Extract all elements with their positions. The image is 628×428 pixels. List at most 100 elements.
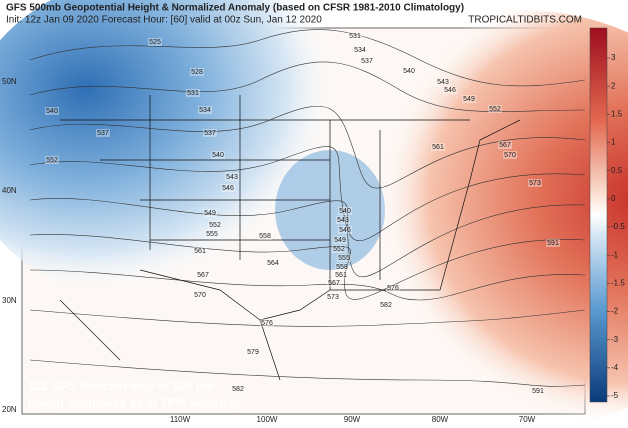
contour-label: 531 xyxy=(187,90,199,97)
contour-label-bg xyxy=(327,279,341,287)
contour-label-bg xyxy=(203,129,217,137)
contour-label: 552 xyxy=(489,106,501,113)
contour-label-bg xyxy=(503,151,517,159)
contour-label: 555 xyxy=(206,231,218,238)
contour-label-bg xyxy=(211,151,225,159)
longitude-label: 110W xyxy=(170,415,191,424)
contour-label: 543 xyxy=(437,79,449,86)
positive-anomaly xyxy=(280,10,628,428)
contour-label-bg xyxy=(334,271,348,279)
caption-line: 12Z GFS forecast map of 500 mb xyxy=(28,379,214,393)
contour-label-bg xyxy=(246,348,260,356)
contour-label-bg xyxy=(338,207,352,215)
contour-label: 534 xyxy=(199,107,211,114)
contour-label-bg xyxy=(231,385,245,393)
contour-label: 561 xyxy=(335,272,347,279)
contour-label-bg xyxy=(190,68,204,76)
contour-label: 579 xyxy=(247,349,259,356)
colorbar-tick-label: -5 xyxy=(611,391,619,400)
contour-label-bg xyxy=(260,319,274,327)
contour-label-bg xyxy=(148,38,162,46)
latitude-label: 20N xyxy=(2,405,17,414)
contour-label: 573 xyxy=(529,180,541,187)
colorbar-tick-label: 2 xyxy=(611,81,616,90)
contour-label: 564 xyxy=(267,260,279,267)
contour-label-bg xyxy=(528,179,542,187)
contour-label-bg xyxy=(333,236,347,244)
contour-label: 570 xyxy=(504,152,516,159)
contour-label: 552 xyxy=(209,222,221,229)
contour-label: 546 xyxy=(339,227,351,234)
colorbar-tick-label: 1 xyxy=(611,138,616,147)
contour-label-bg xyxy=(45,156,59,164)
contour-label: 549 xyxy=(204,210,216,217)
latitude-label: 30N xyxy=(2,296,17,305)
contour-label-bg xyxy=(488,105,502,113)
contour-label: 552 xyxy=(46,157,58,164)
contour-label: 576 xyxy=(261,320,273,327)
contour-label: 531 xyxy=(349,33,361,40)
contour-label-bg xyxy=(336,216,350,224)
title: GFS 500mb Geopotential Height & Normaliz… xyxy=(6,3,464,14)
colorbar-tick-label: -1 xyxy=(611,250,619,259)
contour-label-bg xyxy=(353,46,367,54)
contour-label: 540 xyxy=(339,208,351,215)
contour-label-bg xyxy=(45,107,59,115)
contour-label-bg xyxy=(196,271,210,279)
watermark: TROPICALTIDBITS.COM xyxy=(468,15,582,26)
caption-line: height anomalies as of 7PM Saturday xyxy=(28,396,240,410)
contour-label: 558 xyxy=(259,233,271,240)
contour-label: 576 xyxy=(387,285,399,292)
contour-label: 546 xyxy=(444,87,456,94)
contour-label: 549 xyxy=(334,237,346,244)
contour-label-bg xyxy=(443,86,457,94)
contour-label: 537 xyxy=(204,130,216,137)
contour-label-bg xyxy=(258,232,272,240)
latitude-label: 40N xyxy=(2,186,17,195)
contour-label: 573 xyxy=(327,294,339,301)
contour-label: 543 xyxy=(337,217,349,224)
colorbar-tick-label: 3 xyxy=(611,53,616,62)
colorbar-tick-label: 0 xyxy=(611,194,616,203)
contour-label-bg xyxy=(546,239,560,247)
contour-label-bg xyxy=(193,247,207,255)
boundaries xyxy=(59,95,521,381)
contour-label: 570 xyxy=(194,292,206,299)
contour-label: 567 xyxy=(328,280,340,287)
contour-label-bg xyxy=(348,32,362,40)
colorbar-tick-label: 0.5 xyxy=(611,166,623,175)
contour-label-bg xyxy=(198,106,212,114)
contour-label-bg xyxy=(186,89,200,97)
colorbar xyxy=(589,27,608,403)
contour-label: 555 xyxy=(338,255,350,262)
colorbar-tick-label: -1.5 xyxy=(611,278,625,287)
contour-label: 546 xyxy=(222,185,234,192)
contour-label: 528 xyxy=(191,69,203,76)
subtitle: Init: 12z Jan 09 2020 Forecast Hour: [60… xyxy=(6,15,322,26)
longitude-label: 90W xyxy=(344,415,361,424)
colorbar-tick-label: -0.5 xyxy=(611,222,625,231)
contour-label-bg xyxy=(379,301,393,309)
contour-label: 534 xyxy=(354,47,366,54)
contour-label-bg xyxy=(337,254,351,262)
contour-label-bg xyxy=(431,143,445,151)
contour-label-bg xyxy=(360,57,374,65)
contour-label-bg xyxy=(338,226,352,234)
longitude-label: 80W xyxy=(432,415,449,424)
contour-label: 540 xyxy=(212,152,224,159)
contour-label-bg xyxy=(193,291,207,299)
contour-label: 561 xyxy=(194,248,206,255)
contour-label: 537 xyxy=(97,130,109,137)
contour-label: 582 xyxy=(380,302,392,309)
contour-label-bg xyxy=(402,67,416,75)
contour-label: 582 xyxy=(232,386,244,393)
colorbar-tick-label: 1.5 xyxy=(611,109,623,118)
contour-label-bg xyxy=(531,387,545,395)
latitude-label: 50N xyxy=(2,77,17,86)
contour-label: 549 xyxy=(463,96,475,103)
contour-label-bg xyxy=(335,263,349,271)
contour-label-bg xyxy=(96,129,110,137)
colorbar-tick-label: -2 xyxy=(611,307,619,316)
